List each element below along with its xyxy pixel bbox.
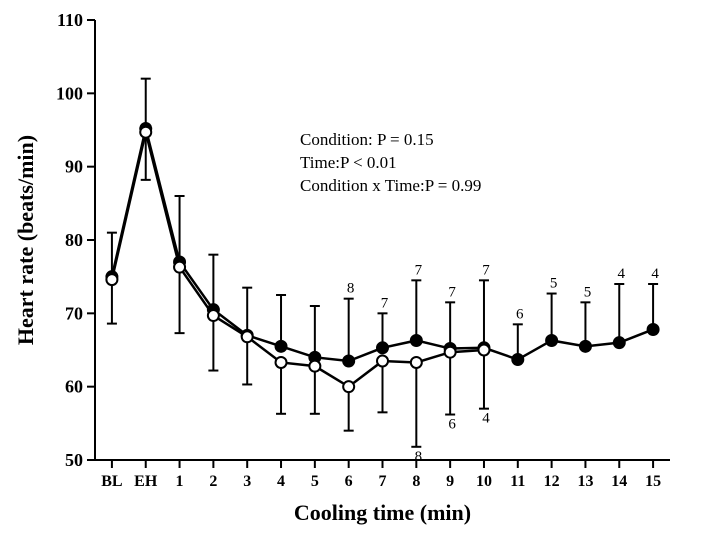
n-label-bottom: 4 bbox=[482, 411, 490, 427]
chart-svg: 5060708090100110BLEH12345678910111213141… bbox=[0, 0, 712, 554]
y-axis-title: Heart rate (beats/min) bbox=[13, 135, 38, 345]
x-tick-label: BL bbox=[101, 473, 122, 490]
stats-annotation: Condition: P = 0.15 bbox=[300, 130, 434, 149]
marker-filled bbox=[580, 341, 591, 352]
n-label-top: 4 bbox=[618, 266, 626, 282]
n-label-bottom: 8 bbox=[415, 449, 423, 465]
y-tick-label: 60 bbox=[65, 377, 83, 397]
stats-annotation: Condition x Time:P = 0.99 bbox=[300, 176, 481, 195]
x-tick-label: 11 bbox=[510, 473, 525, 490]
n-label-bottom: 6 bbox=[448, 417, 456, 433]
marker-open bbox=[478, 345, 489, 356]
n-label-top: 5 bbox=[550, 276, 558, 292]
n-label-top: 4 bbox=[651, 266, 659, 282]
x-tick-label: 4 bbox=[277, 473, 285, 490]
n-label-top: 8 bbox=[347, 281, 355, 297]
x-tick-label: 14 bbox=[611, 473, 627, 490]
y-tick-label: 90 bbox=[65, 157, 83, 177]
marker-open bbox=[276, 357, 287, 368]
x-tick-label: 5 bbox=[311, 473, 319, 490]
y-tick-label: 100 bbox=[56, 83, 83, 103]
n-label-top: 6 bbox=[516, 306, 524, 322]
stats-annotation: Time:P < 0.01 bbox=[300, 153, 397, 172]
marker-open bbox=[174, 262, 185, 273]
marker-open bbox=[343, 381, 354, 392]
marker-open bbox=[242, 331, 253, 342]
marker-open bbox=[140, 127, 151, 138]
marker-open bbox=[106, 274, 117, 285]
x-tick-label: 1 bbox=[176, 473, 184, 490]
x-tick-label: 8 bbox=[412, 473, 420, 490]
x-tick-label: 2 bbox=[209, 473, 217, 490]
marker-filled bbox=[546, 335, 557, 346]
marker-filled bbox=[512, 354, 523, 365]
x-tick-label: 10 bbox=[476, 473, 492, 490]
x-tick-label: 6 bbox=[345, 473, 353, 490]
marker-open bbox=[309, 361, 320, 372]
marker-filled bbox=[377, 342, 388, 353]
marker-open bbox=[445, 347, 456, 358]
marker-filled bbox=[276, 341, 287, 352]
x-tick-label: 7 bbox=[379, 473, 387, 490]
marker-filled bbox=[614, 337, 625, 348]
marker-filled bbox=[343, 356, 354, 367]
series-line-open bbox=[112, 132, 484, 386]
x-tick-label: 13 bbox=[577, 473, 593, 490]
y-tick-label: 110 bbox=[57, 10, 83, 30]
x-tick-label: 12 bbox=[544, 473, 560, 490]
marker-filled bbox=[648, 324, 659, 335]
x-axis-title: Cooling time (min) bbox=[294, 500, 471, 525]
marker-open bbox=[411, 357, 422, 368]
n-label-top: 7 bbox=[448, 284, 456, 300]
x-tick-label: 3 bbox=[243, 473, 251, 490]
y-tick-label: 50 bbox=[65, 450, 83, 470]
marker-open bbox=[377, 356, 388, 367]
y-tick-label: 70 bbox=[65, 303, 83, 323]
n-label-top: 7 bbox=[415, 262, 423, 278]
x-tick-label: EH bbox=[134, 473, 158, 490]
heart-rate-chart: 5060708090100110BLEH12345678910111213141… bbox=[0, 0, 712, 554]
marker-filled bbox=[411, 335, 422, 346]
n-label-top: 7 bbox=[381, 295, 389, 311]
y-tick-label: 80 bbox=[65, 230, 83, 250]
n-label-top: 5 bbox=[584, 284, 592, 300]
x-tick-label: 9 bbox=[446, 473, 454, 490]
marker-open bbox=[208, 310, 219, 321]
x-tick-label: 15 bbox=[645, 473, 661, 490]
n-label-top: 7 bbox=[482, 262, 490, 278]
